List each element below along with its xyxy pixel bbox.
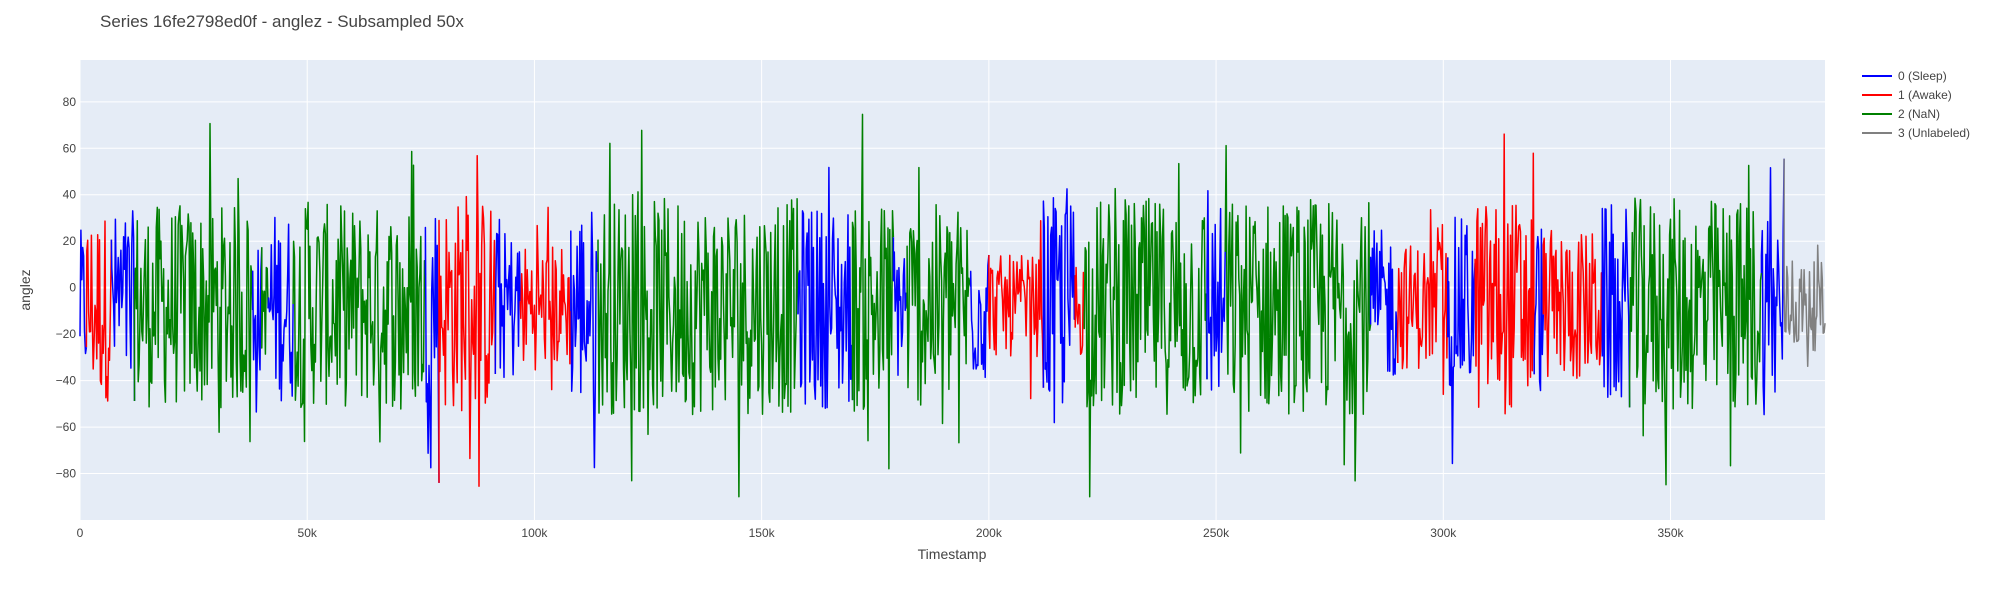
series-line-0[interactable] bbox=[1042, 188, 1076, 424]
series-line-0[interactable] bbox=[1369, 229, 1399, 376]
legend-label: 2 (NaN) bbox=[1898, 106, 1941, 121]
legend-item[interactable]: 3 (Unlabeled) bbox=[1862, 123, 1970, 142]
x-axis-ticks: 0 50k 100k 150k 200k 250k 300k 350k bbox=[77, 526, 1685, 540]
series-line-0[interactable] bbox=[494, 218, 522, 379]
y-tick-label: −60 bbox=[56, 420, 77, 434]
y-axis-title: anglez bbox=[17, 269, 33, 310]
series-line-2[interactable] bbox=[133, 122, 254, 443]
legend-swatch bbox=[1862, 131, 1892, 134]
x-axis-title: Timestamp bbox=[918, 546, 987, 562]
y-tick-label: 20 bbox=[63, 234, 77, 248]
y-tick-label: 0 bbox=[69, 281, 76, 295]
y-tick-label: −80 bbox=[56, 467, 77, 481]
legend-label: 3 (Unlabeled) bbox=[1898, 125, 1971, 140]
y-tick-label: 40 bbox=[63, 188, 77, 202]
series-line-2[interactable] bbox=[597, 129, 799, 498]
series-line-0[interactable] bbox=[79, 229, 88, 355]
plot-area[interactable] bbox=[79, 113, 1826, 498]
legend-item[interactable]: 2 (NaN) bbox=[1862, 104, 1970, 123]
series-line-3[interactable] bbox=[1783, 158, 1826, 368]
series-line-0[interactable] bbox=[1601, 204, 1631, 408]
legend-item[interactable]: 1 (Awake) bbox=[1862, 85, 1970, 104]
y-tick-label: 60 bbox=[63, 141, 77, 155]
legend-label: 0 (Sleep) bbox=[1898, 68, 1947, 83]
series-line-0[interactable] bbox=[969, 254, 990, 379]
legend-item[interactable]: 0 (Sleep) bbox=[1862, 66, 1970, 85]
x-tick-label: 350k bbox=[1657, 526, 1684, 540]
series-line-1[interactable] bbox=[519, 206, 572, 391]
series-line-0[interactable] bbox=[424, 217, 440, 483]
series-line-1[interactable] bbox=[85, 220, 113, 402]
series-line-2[interactable] bbox=[292, 150, 427, 443]
series-line-2[interactable] bbox=[1083, 162, 1208, 498]
series-line-2[interactable] bbox=[1224, 144, 1372, 482]
chart-title: Series 16fe2798ed0f - anglez - Subsample… bbox=[100, 12, 464, 31]
series-line-0[interactable] bbox=[1447, 216, 1476, 465]
legend-swatch bbox=[1862, 93, 1892, 96]
y-tick-label: −40 bbox=[56, 374, 77, 388]
legend-swatch bbox=[1862, 74, 1892, 77]
series-line-2[interactable] bbox=[851, 113, 895, 470]
legend: 0 (Sleep) 1 (Awake) 2 (NaN) 3 (Unlabeled) bbox=[1862, 66, 1970, 142]
series-line-0[interactable] bbox=[1533, 228, 1545, 392]
series-line-0[interactable] bbox=[797, 166, 854, 409]
series-line-1[interactable] bbox=[1074, 266, 1086, 356]
series-line-0[interactable] bbox=[1206, 189, 1226, 391]
series-line-2[interactable] bbox=[261, 247, 269, 355]
series-line-1[interactable] bbox=[1474, 133, 1535, 415]
series-line-1[interactable] bbox=[438, 155, 497, 487]
x-tick-label: 50k bbox=[298, 526, 318, 540]
series-line-2[interactable] bbox=[906, 166, 972, 444]
x-tick-label: 0 bbox=[77, 526, 84, 540]
series-line-0[interactable] bbox=[570, 211, 599, 469]
series-line-2[interactable] bbox=[1628, 164, 1763, 486]
series-line-0[interactable] bbox=[892, 237, 908, 376]
legend-swatch bbox=[1862, 112, 1892, 115]
series-line-0[interactable] bbox=[110, 210, 136, 402]
x-tick-label: 300k bbox=[1430, 526, 1457, 540]
x-tick-label: 100k bbox=[521, 526, 548, 540]
series-line-1[interactable] bbox=[1542, 229, 1604, 379]
series-line-0[interactable] bbox=[1760, 158, 1785, 416]
y-axis-ticks: −80 −60 −40 −20 0 20 40 60 80 bbox=[56, 95, 77, 481]
series-line-1[interactable] bbox=[988, 220, 1045, 400]
x-tick-label: 250k bbox=[1203, 526, 1230, 540]
series-line-0[interactable] bbox=[251, 247, 263, 413]
y-tick-label: −20 bbox=[56, 327, 77, 341]
series-line-0[interactable] bbox=[267, 216, 294, 402]
legend-label: 1 (Awake) bbox=[1898, 87, 1952, 102]
series-line-1[interactable] bbox=[1397, 209, 1449, 396]
y-tick-label: 80 bbox=[63, 95, 77, 109]
x-tick-label: 200k bbox=[976, 526, 1003, 540]
x-tick-label: 150k bbox=[749, 526, 776, 540]
